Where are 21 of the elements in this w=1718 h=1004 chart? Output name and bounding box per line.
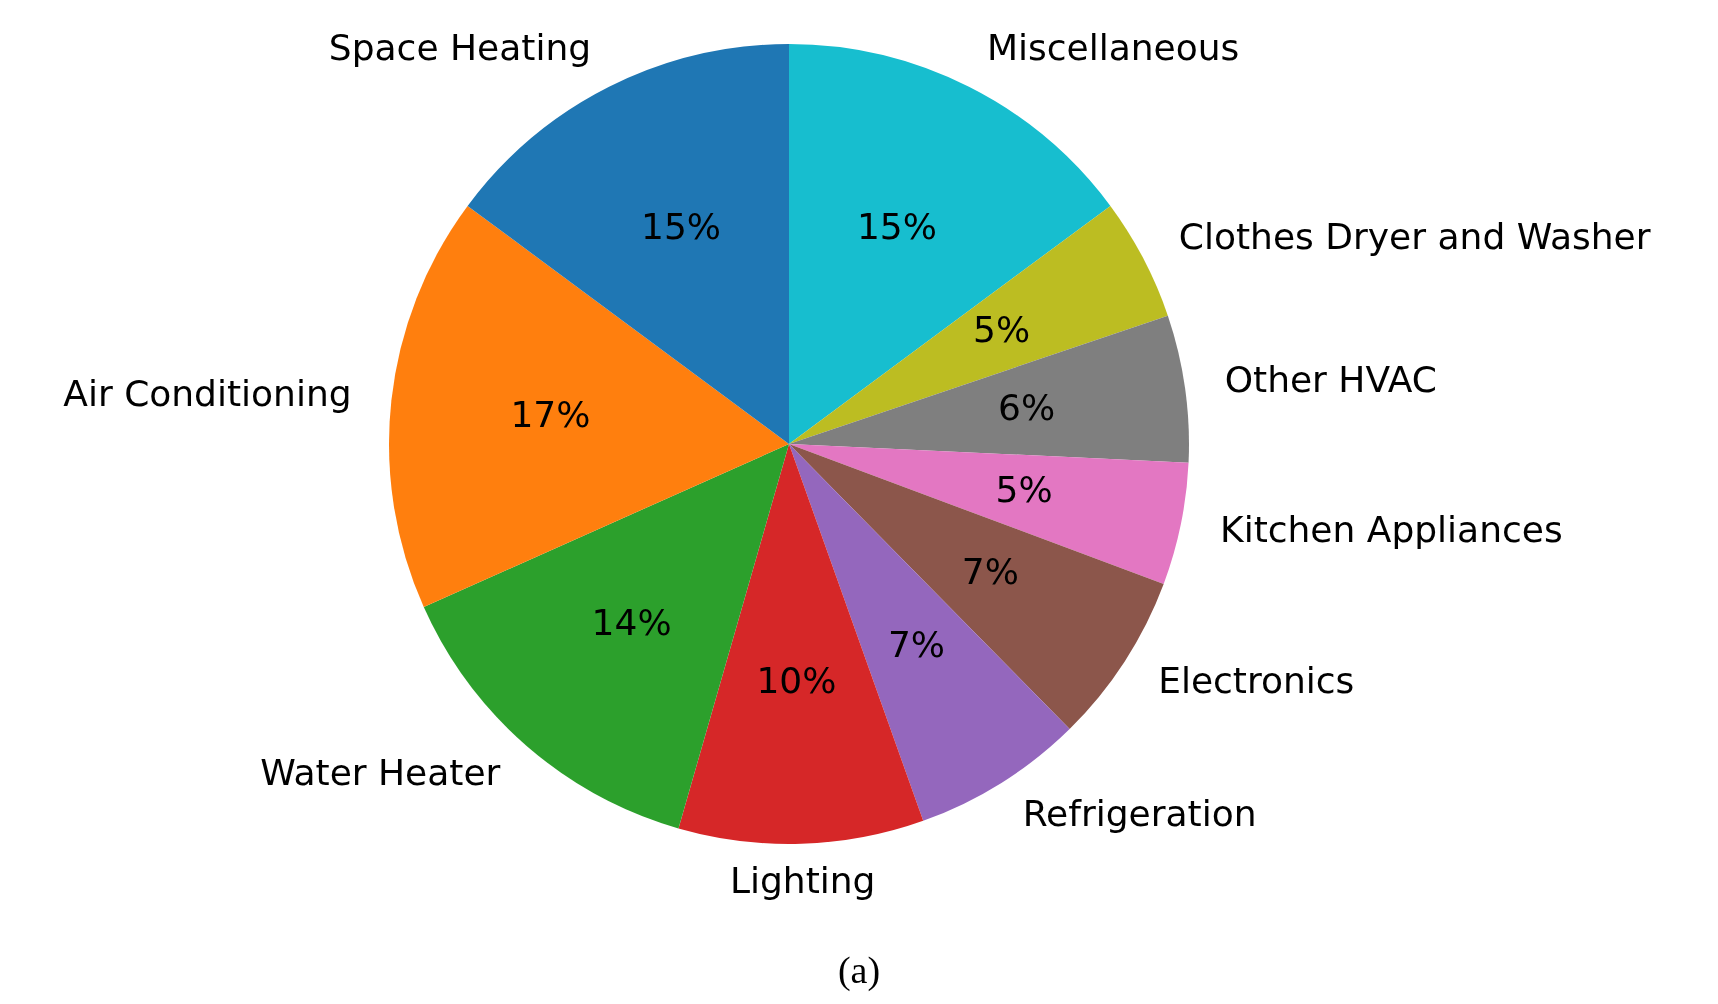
- data-label: 5%: [995, 468, 1053, 510]
- slice-label: Miscellaneous: [986, 27, 1240, 69]
- slice-label: Other HVAC: [1224, 358, 1437, 400]
- slice-label: Water Heater: [260, 752, 501, 794]
- slice-label: Clothes Dryer and Washer: [1178, 216, 1651, 258]
- slice-label: Air Conditioning: [63, 372, 352, 414]
- slice-label: Kitchen Appliances: [1220, 508, 1563, 550]
- data-label: 14%: [591, 601, 672, 643]
- slice-label: Refrigeration: [1022, 793, 1257, 835]
- slice-label: Lighting: [729, 860, 876, 902]
- data-label: 7%: [961, 550, 1019, 592]
- data-label: 7%: [887, 623, 946, 665]
- data-label: 5%: [973, 309, 1031, 351]
- slice-label: Space Heating: [328, 27, 592, 69]
- slice-label: Electronics: [1158, 659, 1355, 701]
- text: (a): [836, 948, 882, 992]
- data-label: 6%: [998, 386, 1056, 428]
- data-label: 17%: [510, 394, 591, 436]
- data-label: 15%: [641, 206, 722, 248]
- data-label: 15%: [856, 206, 937, 248]
- data-label: 10%: [756, 660, 837, 702]
